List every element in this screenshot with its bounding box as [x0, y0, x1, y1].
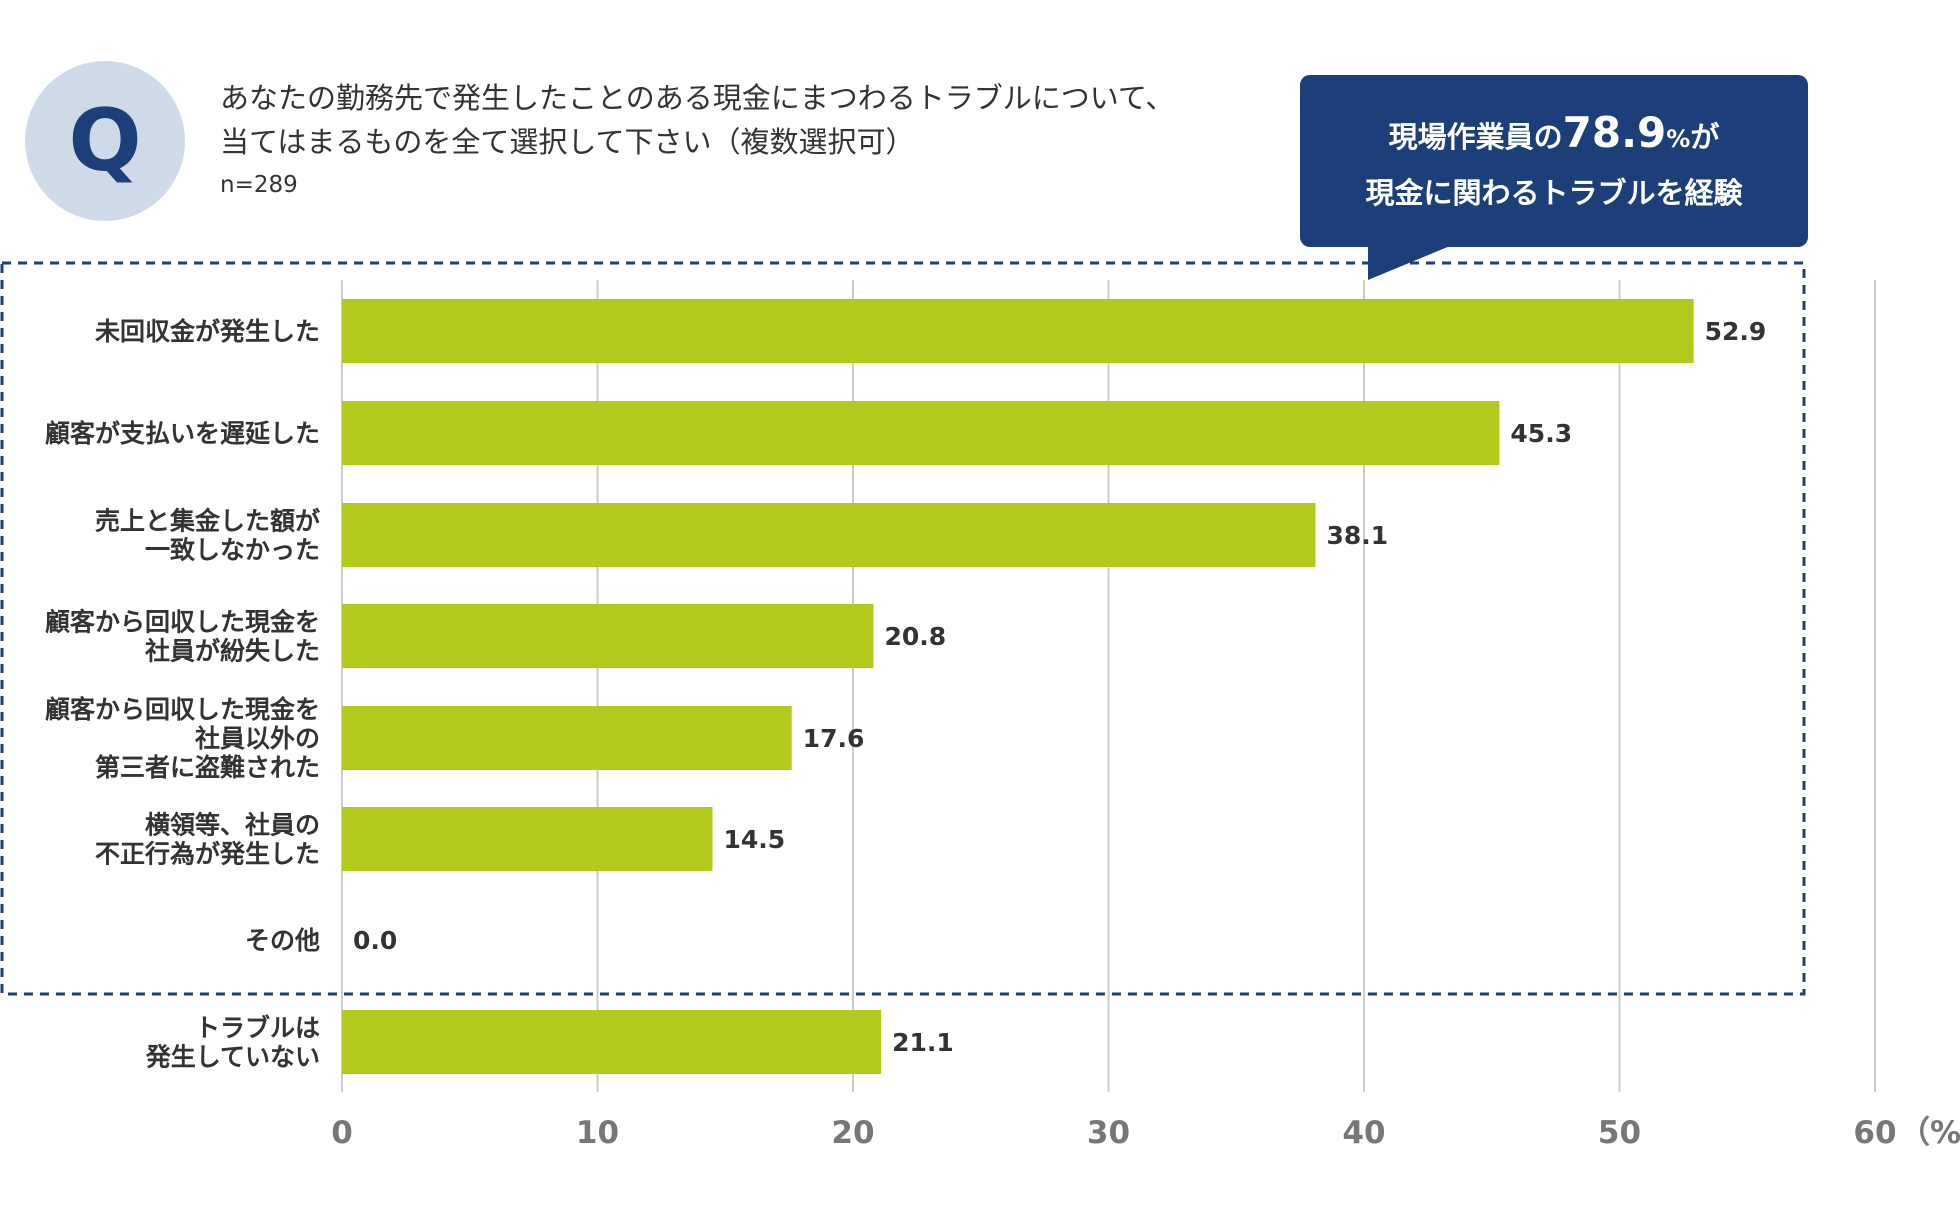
axis-layer: 0 10 20 30 40 50 60（%） — [331, 1115, 1960, 1151]
value-label-0: 52.9 — [1705, 317, 1767, 346]
category-label-2-line-1: 一致しなかった — [145, 536, 320, 565]
category-label-4-line-1: 社員以外の — [195, 724, 320, 753]
x-tick-label-5: 50 — [1598, 1115, 1641, 1151]
bar-7 — [342, 1010, 882, 1074]
question-line-2: 当てはまるものを全て選択して下さい（複数選択可） — [220, 125, 915, 159]
category-label-4-line-2: 第三者に盗難された — [95, 753, 320, 782]
category-label-0: 未回収金が発生した — [95, 317, 320, 346]
bar-1 — [342, 401, 1500, 465]
callout-prefix: 現場作業員の — [1388, 120, 1563, 154]
category-label-1-line-0: 顧客が支払いを遅延した — [45, 419, 320, 448]
category-label-3: 顧客から回収した現金を社員が紛失した — [45, 608, 320, 666]
callout-suffix: が — [1690, 120, 1720, 154]
x-tick-label-1: 10 — [576, 1115, 619, 1151]
bar-4 — [342, 706, 792, 770]
value-label-1: 45.3 — [1510, 419, 1572, 448]
category-label-3-line-1: 社員が紛失した — [145, 637, 320, 666]
category-label-5-line-0: 横領等、社員の — [145, 811, 320, 840]
question-line-1: あなたの勤務先で発生したことのある現金にまつわるトラブルについて、 — [220, 81, 1175, 115]
x-tick-label-4: 40 — [1342, 1115, 1385, 1151]
category-label-6-line-0: その他 — [245, 926, 320, 955]
category-label-1: 顧客が支払いを遅延した — [45, 419, 320, 448]
value-label-4: 17.6 — [803, 724, 865, 753]
bar-2 — [342, 503, 1316, 567]
callout-line-1: 現場作業員の78.9%が — [1300, 111, 1808, 161]
category-label-5: 横領等、社員の不正行為が発生した — [95, 811, 320, 869]
callout-line-2: 現金に関わるトラブルを経験 — [1365, 176, 1743, 210]
category-label-3-line-0: 顧客から回収した現金を — [45, 608, 320, 637]
question-text: あなたの勤務先で発生したことのある現金にまつわるトラブルについて、 当てはまるも… — [220, 76, 1270, 164]
x-tick-label-2: 20 — [831, 1115, 874, 1151]
highlight-dashed-box — [0, 261, 1806, 996]
category-label-6: その他 — [245, 926, 320, 955]
value-label-5: 14.5 — [723, 825, 785, 854]
value-label-3: 20.8 — [884, 622, 946, 651]
category-label-5-line-1: 不正行為が発生した — [95, 840, 320, 869]
x-unit-label: （%） — [1899, 1115, 1960, 1151]
x-tick-label-0: 0 — [331, 1115, 353, 1151]
bar-3 — [342, 604, 874, 668]
label-layer: 52.9 未回収金が発生した 45.3 顧客が支払いを遅延した 38.1 売上と集金した額… — [45, 317, 1766, 1072]
bar-0 — [342, 299, 1694, 363]
callout-box: 現場作業員の78.9%が 現金に関わるトラブルを経験 — [1300, 75, 1808, 247]
category-label-7-line-1: 発生していない — [145, 1043, 320, 1072]
category-label-2-line-0: 売上と集金した額が — [95, 507, 320, 536]
highlight-box-layer — [0, 261, 1806, 996]
value-label-2: 38.1 — [1326, 521, 1388, 550]
bar-5 — [342, 807, 713, 871]
value-label-7: 21.1 — [892, 1028, 954, 1057]
category-label-4: 顧客から回収した現金を社員以外の第三者に盗難された — [45, 695, 320, 782]
category-label-0-line-0: 未回収金が発生した — [95, 317, 320, 346]
q-badge: Q — [25, 61, 185, 221]
bar-layer — [342, 299, 1694, 1074]
x-tick-label-6: 60 — [1853, 1115, 1896, 1151]
x-tick-label-3: 30 — [1087, 1115, 1130, 1151]
callout-unit: % — [1666, 125, 1691, 153]
callout-value: 78.9 — [1562, 108, 1667, 157]
sample-size: n=289 — [220, 172, 298, 198]
category-label-2: 売上と集金した額が一致しなかった — [95, 507, 320, 565]
category-label-7-line-0: トラブルは — [195, 1014, 320, 1043]
category-label-7: トラブルは発生していない — [145, 1014, 320, 1072]
category-label-4-line-0: 顧客から回収した現金を — [45, 695, 320, 724]
value-label-6: 0.0 — [353, 926, 397, 955]
